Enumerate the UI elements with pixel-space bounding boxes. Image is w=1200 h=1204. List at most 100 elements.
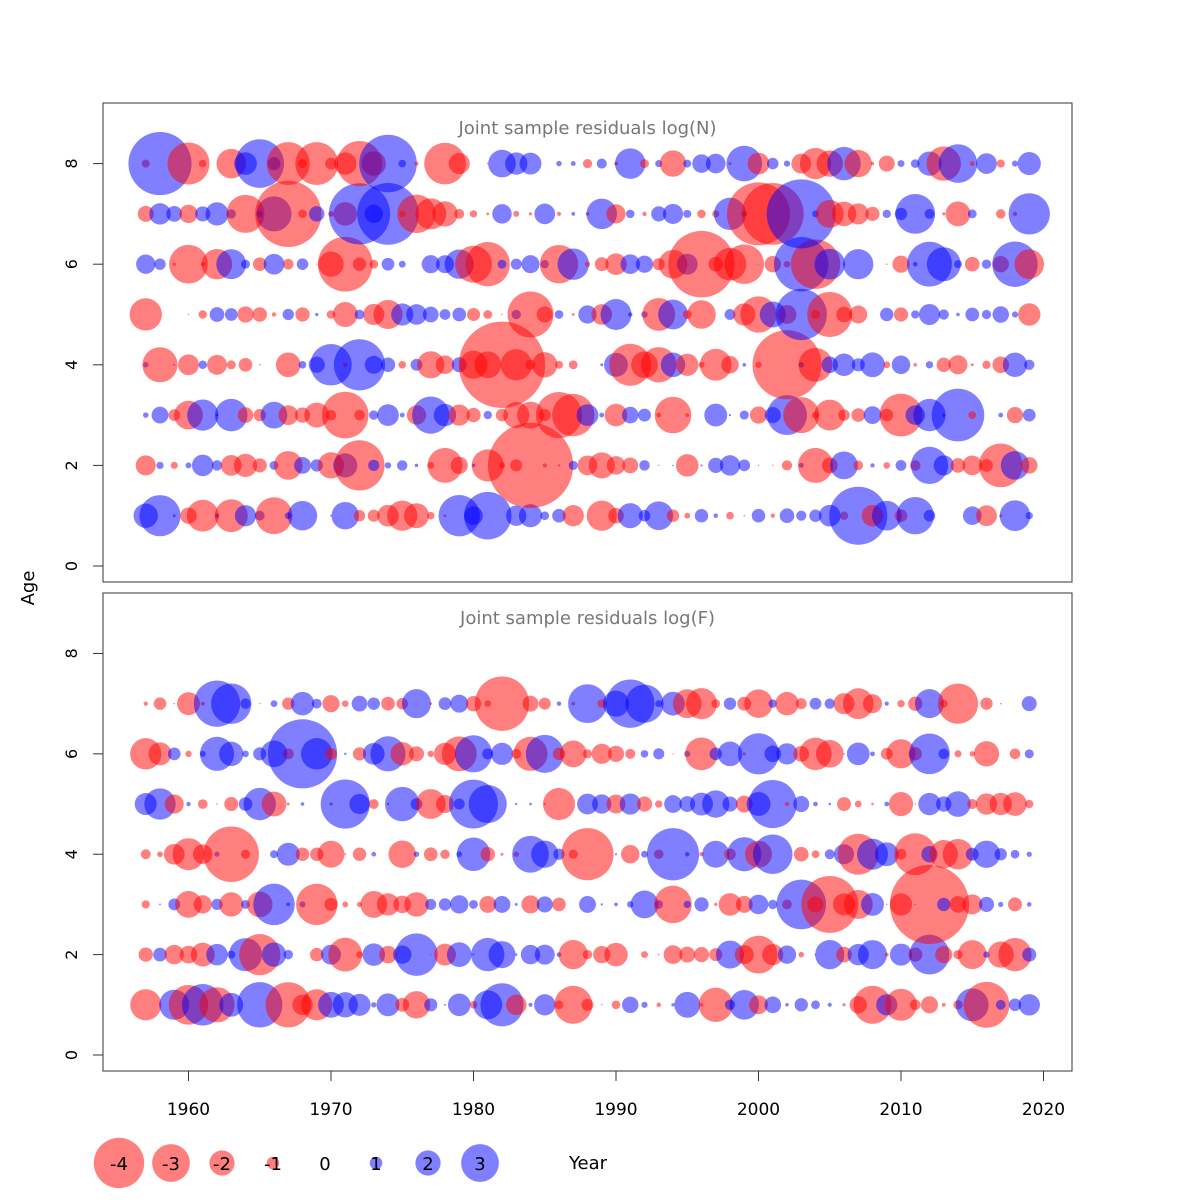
residual-bubble bbox=[972, 840, 1001, 868]
residual-bubble bbox=[316, 263, 318, 265]
residual-bubble bbox=[328, 937, 363, 972]
legend-bubble bbox=[369, 1156, 383, 1170]
residual-bubble bbox=[413, 851, 420, 857]
x-tick-label: 2010 bbox=[879, 1100, 922, 1120]
residual-bubble bbox=[172, 838, 205, 871]
residual-bubble bbox=[488, 941, 516, 969]
residual-bubble bbox=[909, 934, 950, 975]
residual-bubble bbox=[659, 150, 687, 177]
residual-bubble bbox=[385, 786, 420, 822]
residual-bubble bbox=[424, 142, 466, 185]
residual-bubble bbox=[242, 750, 249, 758]
residual-bubble bbox=[390, 742, 414, 766]
residual-bubble bbox=[854, 800, 862, 808]
residual-bubble bbox=[164, 944, 184, 965]
residual-bubble bbox=[380, 357, 396, 373]
residual-bubble bbox=[656, 1002, 662, 1008]
residual-bubble bbox=[130, 989, 162, 1021]
x-tick-label: 1960 bbox=[167, 1100, 210, 1120]
residual-bubble bbox=[425, 898, 437, 910]
residual-bubble bbox=[614, 853, 618, 856]
residual-bubble bbox=[173, 363, 176, 366]
residual-bubble bbox=[882, 209, 891, 219]
residual-bubble bbox=[724, 244, 765, 285]
x-tick-label: 2000 bbox=[737, 1100, 780, 1120]
residual-bubble bbox=[238, 357, 253, 372]
residual-bubble bbox=[1009, 748, 1021, 760]
residual-bubble bbox=[920, 996, 939, 1014]
residual-bubble bbox=[828, 802, 832, 806]
residual-bubble bbox=[735, 896, 753, 913]
residual-bubble bbox=[704, 403, 728, 427]
residual-bubble bbox=[926, 247, 961, 282]
residual-bubble bbox=[309, 206, 325, 222]
residual-bubble bbox=[398, 360, 407, 369]
residual-bubble bbox=[429, 702, 433, 705]
residual-bubble bbox=[1010, 849, 1020, 859]
residual-bubble bbox=[480, 983, 524, 1027]
residual-bubble bbox=[970, 363, 974, 367]
residual-bubble bbox=[700, 464, 703, 467]
residual-bubble bbox=[642, 211, 647, 217]
residual-bubble bbox=[942, 212, 946, 216]
residual-bubble bbox=[179, 204, 198, 224]
residual-bubble bbox=[331, 501, 359, 530]
residual-bubble bbox=[552, 393, 595, 437]
residual-bubble bbox=[273, 451, 303, 480]
residual-bubble bbox=[863, 406, 882, 424]
residual-bubble bbox=[775, 691, 799, 716]
residual-bubble bbox=[579, 895, 596, 913]
y-axis-label: Age bbox=[18, 571, 39, 606]
residual-bubble bbox=[381, 696, 395, 711]
residual-bubble bbox=[438, 898, 452, 911]
residual-bubble bbox=[556, 160, 562, 167]
residual-bubble bbox=[600, 299, 632, 330]
residual-bubble bbox=[558, 940, 588, 970]
residual-bubble bbox=[1025, 799, 1034, 809]
residual-bubble bbox=[591, 743, 612, 764]
residual-bubble bbox=[992, 306, 1009, 323]
bubbles bbox=[128, 132, 1050, 545]
x-axis: 1960 1970 1980 1990 2000 2010 2020 bbox=[167, 1070, 1065, 1120]
residual-bubble bbox=[592, 794, 612, 814]
residual-bubble bbox=[1002, 352, 1028, 377]
residual-bubble bbox=[465, 242, 510, 287]
residual-bubble bbox=[933, 455, 954, 476]
residual-bubble bbox=[534, 994, 556, 1016]
residual-bubble bbox=[874, 842, 899, 867]
residual-bubble bbox=[571, 212, 576, 216]
residual-bubble bbox=[435, 355, 455, 375]
residual-bubble bbox=[654, 396, 692, 434]
residual-bubble bbox=[967, 209, 977, 219]
residual-bubble bbox=[474, 676, 530, 731]
residual-bubble bbox=[414, 161, 419, 166]
residual-bubble bbox=[772, 464, 774, 467]
residual-bubble bbox=[644, 501, 674, 531]
residual-bubble bbox=[427, 750, 435, 758]
residual-bubble bbox=[668, 230, 735, 298]
residual-bubble bbox=[625, 748, 636, 759]
residual-bubble bbox=[344, 752, 347, 756]
residual-bubble bbox=[1025, 512, 1033, 520]
residual-bubble bbox=[295, 142, 339, 186]
residual-bubble bbox=[846, 742, 870, 766]
residual-bubble bbox=[198, 310, 207, 319]
residual-bubble bbox=[830, 451, 858, 480]
residual-bubble bbox=[191, 454, 214, 477]
residual-bubble bbox=[554, 985, 593, 1024]
residual-bubble bbox=[640, 750, 649, 758]
residual-bubble bbox=[377, 404, 399, 426]
residual-bubble bbox=[836, 306, 852, 323]
residual-bubble bbox=[962, 894, 983, 915]
residual-bubble bbox=[870, 161, 875, 166]
residual-bubble bbox=[861, 892, 884, 916]
residual-bubble bbox=[214, 398, 248, 432]
residual-bubble bbox=[253, 883, 295, 926]
residual-bubble bbox=[224, 308, 238, 321]
residual-bubble bbox=[655, 800, 663, 808]
residual-bubble bbox=[330, 514, 332, 517]
residual-bubble bbox=[351, 695, 368, 712]
residual-bubble bbox=[601, 1004, 603, 1006]
residual-bubble bbox=[889, 943, 913, 966]
